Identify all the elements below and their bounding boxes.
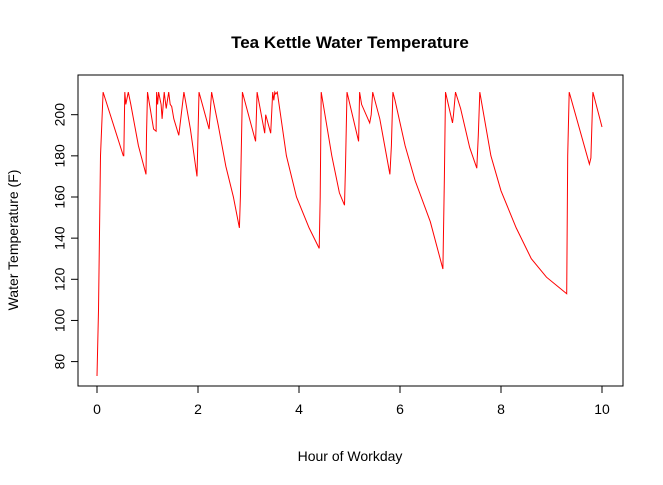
x-axis: 0 2 4 6 8 10 bbox=[93, 386, 610, 417]
y-tick-label: 140 bbox=[52, 226, 68, 250]
y-tick-label: 120 bbox=[52, 267, 68, 291]
y-axis-label: Water Temperature (F) bbox=[5, 170, 21, 311]
y-tick-label: 160 bbox=[52, 185, 68, 209]
y-tick-label: 80 bbox=[52, 354, 68, 370]
x-axis-label: Hour of Workday bbox=[298, 448, 403, 464]
x-tick-label: 8 bbox=[497, 401, 505, 417]
chart-title: Tea Kettle Water Temperature bbox=[231, 33, 469, 52]
y-axis: 80 100 120 140 160 180 200 bbox=[52, 103, 78, 370]
plot-frame bbox=[77, 74, 624, 387]
y-tick-label: 180 bbox=[52, 144, 68, 168]
x-tick-label: 2 bbox=[194, 401, 202, 417]
x-tick-label: 0 bbox=[93, 401, 101, 417]
y-tick-label: 200 bbox=[52, 103, 68, 127]
x-tick-label: 4 bbox=[295, 401, 303, 417]
y-tick-label: 100 bbox=[52, 309, 68, 333]
x-tick-label: 6 bbox=[396, 401, 404, 417]
series-line-water-temperature bbox=[96, 90, 603, 377]
x-tick-label: 10 bbox=[594, 401, 610, 417]
